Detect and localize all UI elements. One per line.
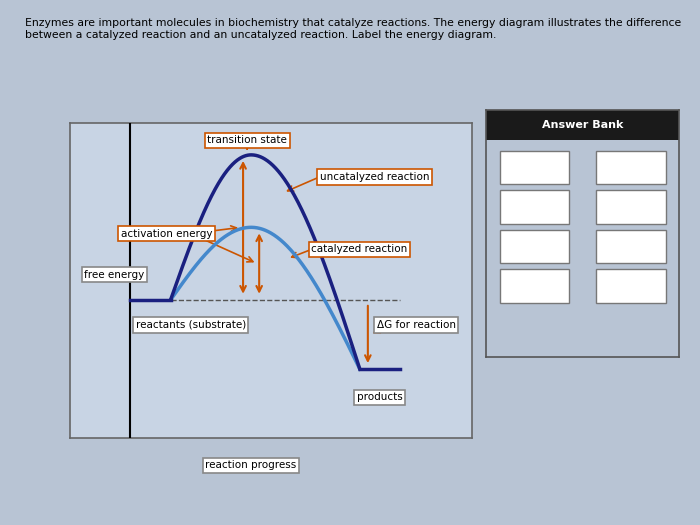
Text: reactants (substrate): reactants (substrate) [136,320,246,330]
Text: ΔG for reaction: ΔG for reaction [377,320,456,330]
Text: reaction progress: reaction progress [206,460,297,470]
FancyBboxPatch shape [500,151,569,184]
Text: transition state: transition state [207,135,287,145]
FancyBboxPatch shape [596,151,666,184]
FancyBboxPatch shape [500,191,569,224]
FancyBboxPatch shape [486,110,679,140]
Text: catalyzed reaction: catalyzed reaction [312,244,407,255]
Text: products: products [357,392,402,403]
FancyBboxPatch shape [500,269,569,303]
Text: Answer Bank: Answer Bank [542,120,624,130]
Text: uncatalyzed reaction: uncatalyzed reaction [319,172,429,182]
FancyBboxPatch shape [596,191,666,224]
FancyBboxPatch shape [596,230,666,263]
Text: free energy: free energy [84,269,144,280]
Text: activation energy: activation energy [121,228,212,239]
FancyBboxPatch shape [500,230,569,263]
Text: Enzymes are important molecules in biochemistry that catalyze reactions. The ene: Enzymes are important molecules in bioch… [25,18,680,40]
FancyBboxPatch shape [596,269,666,303]
